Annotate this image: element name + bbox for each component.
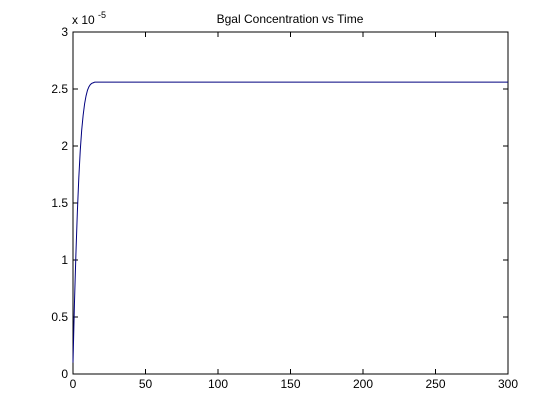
x-tick-label: 150 bbox=[280, 377, 300, 391]
x-tick-label: 250 bbox=[425, 377, 445, 391]
chart-title: Bgal Concentration vs Time bbox=[217, 12, 364, 26]
x-tick-label: 50 bbox=[139, 377, 153, 391]
y-axis-multiplier: x 10 bbox=[72, 13, 95, 27]
y-tick-label: 1.5 bbox=[51, 196, 68, 210]
x-tick-label: 200 bbox=[353, 377, 373, 391]
series-line bbox=[72, 81, 508, 363]
y-axis-multiplier-exponent: -5 bbox=[98, 10, 106, 20]
y-tick-label: 2 bbox=[61, 139, 68, 153]
x-tick-label: 0 bbox=[70, 377, 77, 391]
x-tick-label: 100 bbox=[208, 377, 228, 391]
y-tick-label: 1 bbox=[61, 253, 68, 267]
y-tick-label: 2.5 bbox=[51, 82, 68, 96]
plot-area: 0 50 100 150 200 250 300 0 0.5 1 1.5 2 2.5 3 bbox=[51, 25, 518, 391]
y-tick-label: 0 bbox=[61, 367, 68, 381]
plot-frame bbox=[72, 31, 509, 375]
y-tick-label: 0.5 bbox=[51, 310, 68, 324]
x-tick-label: 300 bbox=[498, 377, 518, 391]
y-tick-label: 3 bbox=[61, 25, 68, 39]
